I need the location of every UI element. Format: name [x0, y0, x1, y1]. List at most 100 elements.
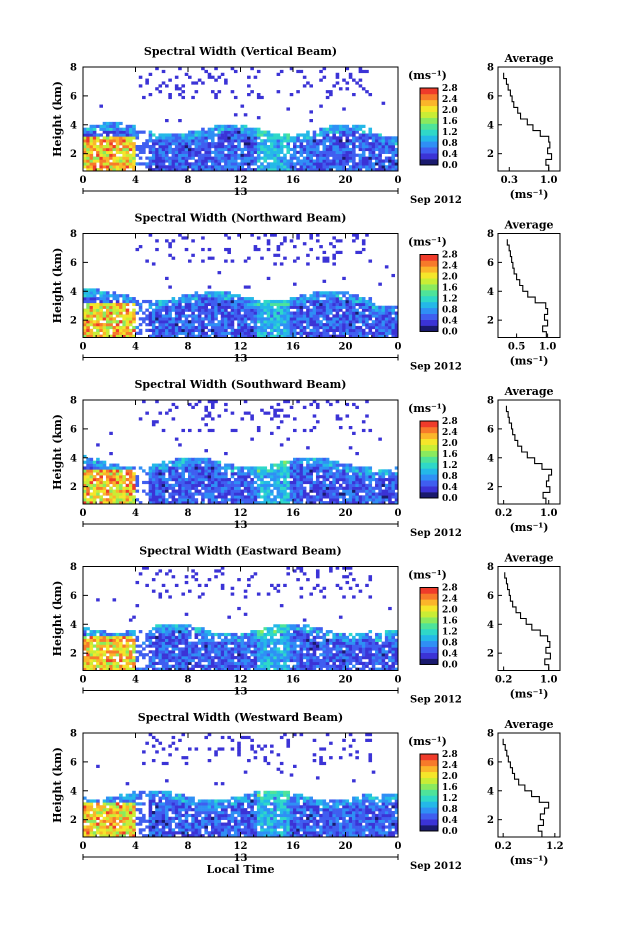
heatmap-cell [99, 489, 103, 493]
heatmap-cell [358, 127, 363, 131]
heatmap-cell [355, 139, 359, 143]
heatmap-cell [309, 236, 313, 240]
heatmap-cell [204, 641, 208, 645]
colorbar-tick-label: 2.0 [442, 272, 458, 282]
heatmap-cell [188, 483, 192, 487]
heatmap-cell [184, 299, 189, 304]
heatmap-cell [155, 165, 159, 169]
heatmap-cell [381, 159, 386, 163]
heatmap-cell [181, 90, 186, 94]
heatmap-cell [105, 168, 110, 172]
heatmap-cell [109, 452, 113, 456]
heatmap-cell [240, 153, 245, 157]
heatmap-cell [230, 632, 235, 637]
heatmap-cell [92, 656, 97, 660]
heatmap-cell [332, 256, 336, 260]
heatmap-cell [227, 314, 231, 318]
heatmap-cell [210, 647, 215, 651]
heatmap-cell [384, 334, 389, 338]
heatmap-cell [184, 575, 189, 579]
heatmap-cell [243, 297, 248, 301]
heatmap-cell [125, 469, 130, 473]
heatmap-cell [207, 472, 212, 476]
heatmap-cell [188, 297, 192, 301]
heatmap-cell [86, 328, 90, 333]
heatmap-cell [99, 153, 103, 157]
heatmap-cell [161, 299, 166, 304]
heatmap-cell [227, 147, 231, 152]
heatmap-cell [243, 136, 248, 140]
heatmap-cell [210, 331, 215, 335]
heatmap-cell [237, 656, 241, 660]
heatmap-cell [86, 466, 90, 470]
heatmap-cell [253, 501, 258, 505]
heatmap-cell [233, 334, 238, 338]
heatmap-cell [155, 314, 159, 318]
heatmap-cell [335, 150, 340, 154]
heatmap-cell [128, 311, 133, 315]
heatmap-cell [89, 483, 94, 487]
heatmap-cell [201, 667, 205, 671]
profile-line [505, 405, 553, 504]
heatmap-cell [247, 308, 251, 312]
heatmap-cell [83, 288, 87, 292]
heatmap-cell [112, 664, 117, 668]
heatmap-cell [89, 139, 94, 143]
heatmap-cell [102, 147, 107, 152]
heatmap-cell [381, 147, 386, 152]
heatmap-cell [102, 644, 107, 648]
heatmap-cell [306, 480, 310, 485]
heatmap-cell [355, 136, 359, 140]
heatmap-cell [243, 133, 248, 137]
heatmap-cell [125, 653, 130, 657]
heatmap-cell [151, 641, 156, 645]
heatmap-cell [171, 305, 176, 309]
colorbar-tick-label: 1.2 [442, 128, 458, 138]
heatmap-cell [247, 136, 251, 140]
heatmap-cell [240, 650, 245, 654]
heatmap-cells [83, 67, 399, 172]
heatmap-cell [181, 314, 186, 318]
colorbar-segment [420, 117, 438, 124]
heatmap-cell [220, 314, 225, 318]
heatmap-cell [391, 150, 396, 154]
heatmap-cell [184, 647, 189, 651]
heatmap-cell [220, 302, 225, 307]
heatmap-cell [135, 656, 140, 660]
heatmap-cell [210, 656, 215, 660]
heatmap-cell [158, 498, 163, 502]
heatmap-cell [210, 320, 215, 324]
heatmap-cell [99, 495, 103, 499]
heatmap-cell [338, 153, 343, 157]
heatmap-cell [171, 575, 176, 579]
heatmap-cell [299, 483, 304, 487]
heatmap-cell [233, 95, 238, 100]
heatmap-cell [99, 150, 103, 154]
heatmap-cell [302, 331, 307, 335]
heatmap-cell [178, 314, 182, 318]
heatmap-cell [227, 139, 231, 143]
heatmap-cell [322, 159, 327, 163]
heatmap-cell [112, 632, 117, 637]
heatmap-cell [201, 168, 205, 172]
heatmap-cell [155, 624, 159, 628]
heatmap-cell [286, 136, 291, 140]
heatmap-cell [181, 328, 186, 333]
heatmap-cell [335, 81, 340, 85]
heatmap-cell [210, 417, 215, 421]
heatmap-cell [184, 489, 189, 493]
heatmap-cell [266, 331, 271, 335]
heatmap-cell [299, 299, 304, 304]
heatmap-cell [217, 641, 222, 645]
heatmap-cell [194, 159, 199, 163]
heatmap-cell [197, 650, 202, 654]
heatmap-cell [122, 302, 126, 307]
heatmap-cell [243, 142, 248, 146]
heatmap-cell [315, 405, 320, 409]
heatmap-cell [188, 142, 192, 146]
heatmap-cell [243, 145, 248, 149]
heatmap-cell [276, 483, 281, 487]
heatmap-cell [191, 334, 195, 338]
heatmap-cell [204, 165, 208, 169]
heatmap-cell [381, 320, 386, 324]
